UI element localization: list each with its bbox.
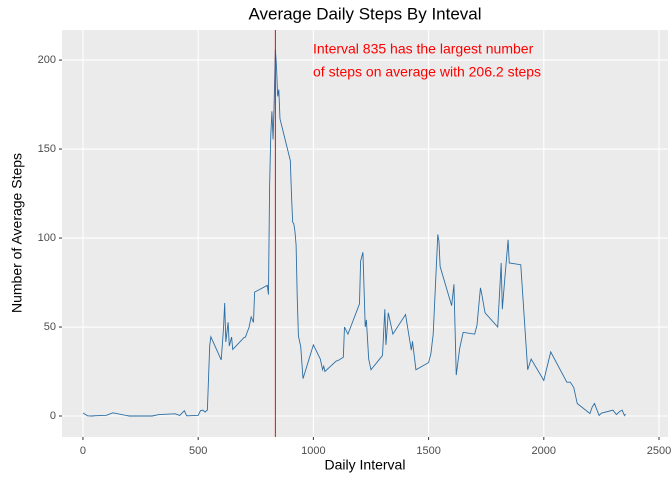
line [82,49,626,417]
y-tick-label: 0 [50,410,56,422]
chart-title: Average Daily Steps By Inteval [248,4,481,23]
x-tick-label: 1500 [416,445,440,457]
y-tick-label: 200 [38,54,56,66]
x-axis-title: Daily Interval [325,457,406,473]
y-tick-label: 50 [44,321,56,333]
y-tick-label: 150 [38,143,56,155]
panel [62,30,668,437]
y-axis-title: Number of Average Steps [9,153,25,313]
x-tick-label: 2500 [647,445,671,457]
x-tick-label: 0 [80,445,86,457]
y-tick-label: 100 [38,232,56,244]
annotation: Interval 835 has the largest number [313,41,534,57]
x-tick-label: 1000 [301,445,325,457]
x-tick-label: 500 [189,445,207,457]
annotation: of steps on average with 206.2 steps [313,64,541,80]
x-tick-label: 2000 [532,445,556,457]
